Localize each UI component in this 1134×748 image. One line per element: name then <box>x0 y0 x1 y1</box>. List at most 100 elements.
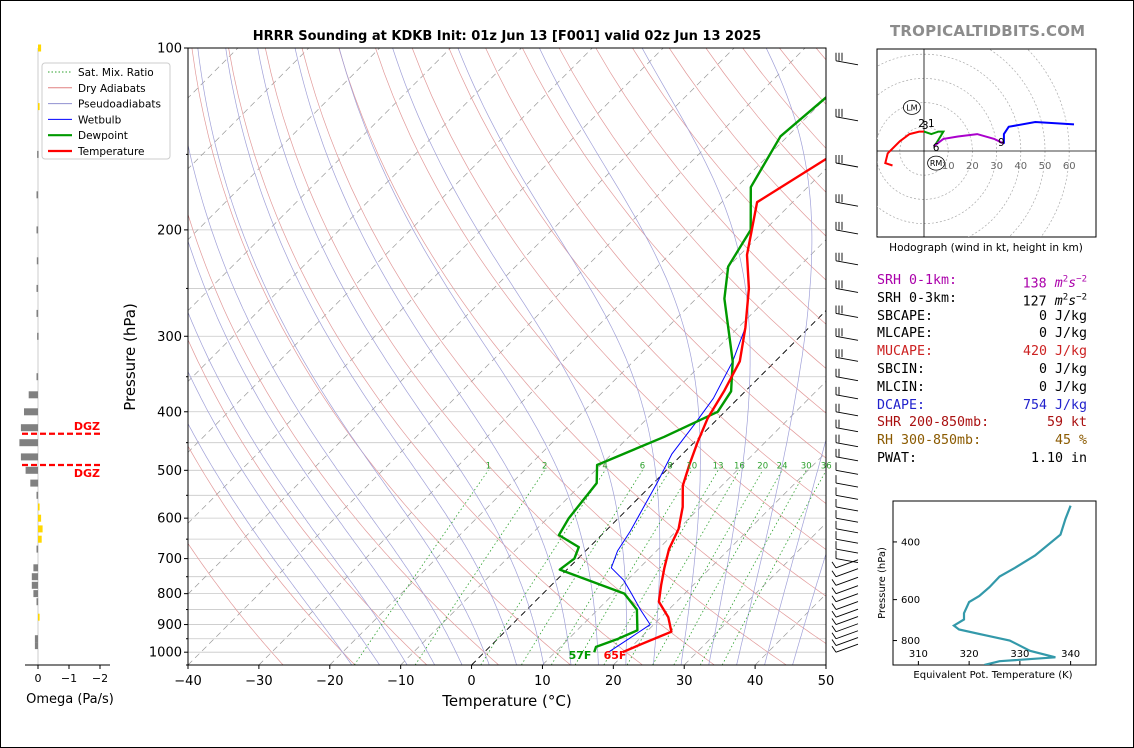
omega-tick-label: −1 <box>61 672 77 685</box>
stat-label: MUCAPE: <box>877 344 934 360</box>
pseudoadiabat-line <box>457 48 661 665</box>
theta-e-x-tick-label: 340 <box>1061 649 1080 660</box>
isotherm-line <box>188 48 806 665</box>
hodograph-segment <box>1002 120 1075 144</box>
wind-barb <box>835 229 859 235</box>
stat-value: 45 % <box>1054 433 1087 449</box>
pseudoadiabat-line <box>188 422 353 665</box>
hodograph-ring-label: 50 <box>1039 161 1052 172</box>
wind-barb <box>835 506 859 512</box>
legend-label: Pseudoadiabats <box>78 99 161 111</box>
stat-label: PWAT: <box>877 450 918 466</box>
omega-bar <box>30 479 39 487</box>
pseudoadiabat-line <box>539 48 701 665</box>
wind-barb <box>835 427 859 433</box>
mixing-ratio-line <box>414 470 546 665</box>
legend-label: Dry Adiabats <box>78 83 146 95</box>
mixing-ratio-line <box>480 470 606 665</box>
stat-value: 420 J/kg <box>1022 344 1087 360</box>
pressure-tick-label: 100 <box>157 42 182 57</box>
hodograph-border <box>876 48 1097 238</box>
pseudoadiabat-line <box>294 48 572 665</box>
wind-barb-flag <box>831 561 837 569</box>
stat-label: SBCIN: <box>877 361 926 377</box>
profile-temperature <box>622 157 826 654</box>
theta-e-xlabel: Equivalent Pot. Temperature (K) <box>913 670 1072 681</box>
legend-label: Sat. Mix. Ratio <box>78 67 154 79</box>
temperature-tick-label: 0 <box>467 674 475 689</box>
omega-bar <box>38 44 42 52</box>
dry-adiabat-line <box>375 48 826 597</box>
wind-barb-flag <box>831 632 837 639</box>
wind-barb <box>835 162 859 168</box>
wind-barb <box>835 116 859 122</box>
wind-barb <box>835 558 859 564</box>
pseudoadiabat-line <box>257 48 545 665</box>
omega-bar <box>36 309 39 317</box>
hodograph-height-label: 1 <box>928 118 935 130</box>
omega-bar <box>20 453 38 461</box>
theta-e-ticks: 310 320 330 340 400 600 800 <box>893 537 1080 665</box>
stat-value: 0 J/kg <box>1038 326 1087 342</box>
temperature-tick-label: −20 <box>316 674 343 689</box>
wind-barb <box>835 559 859 569</box>
isotherm-line <box>683 522 826 665</box>
dry-adiabat-line <box>191 48 571 665</box>
dry-adiabat-line <box>188 213 499 665</box>
legend-label: Dewpoint <box>78 130 128 142</box>
pseudoadiabat-line <box>188 370 380 665</box>
hodograph-marker <box>927 155 945 171</box>
dry-adiabat-line <box>448 48 826 505</box>
stat-row: PWAT: 1.10 in <box>877 450 1107 468</box>
stat-label: SRH 0-1km: <box>877 273 958 288</box>
wind-barb <box>835 630 859 640</box>
omega-bar <box>24 408 38 416</box>
mixing-ratio-label: 1 <box>486 461 491 471</box>
wind-barb <box>835 482 859 488</box>
stat-row: MLCAPE: 0 J/kg <box>877 325 1107 343</box>
hodograph-height-label: 3 <box>922 120 929 132</box>
dry-adiabat-line <box>595 48 826 325</box>
dry-adiabat-line <box>338 48 826 645</box>
omega-bar <box>31 573 38 581</box>
wind-barb <box>835 456 859 462</box>
omega-bar <box>25 466 38 474</box>
omega-bars <box>19 44 43 650</box>
pseudoadiabat-line <box>764 438 826 665</box>
dgz-lines: DGZ DGZ <box>22 420 100 480</box>
wind-barb <box>835 538 859 544</box>
temperature-tick-label: −40 <box>174 674 201 689</box>
isotherm-line <box>542 380 826 665</box>
wind-barb-flag <box>831 579 837 586</box>
skewt-ylabel: Pressure (hPa) <box>121 303 139 411</box>
stat-row: SRH 0-1km: 138 m2s−2 <box>877 272 1107 293</box>
wind-barb-flag <box>831 618 837 625</box>
dewpoint-surface-label: 57F <box>569 649 592 662</box>
wind-barb <box>835 394 859 400</box>
wind-barb <box>835 548 859 554</box>
stat-value: 0 J/kg <box>1038 361 1087 377</box>
hodograph-height-label: 6 <box>933 142 940 154</box>
hodograph-segment <box>933 133 1005 147</box>
omega-bar <box>19 439 38 447</box>
stat-value: 138 m2s−2 <box>1023 272 1087 293</box>
wind-barb-flag <box>831 625 837 632</box>
dry-adiabat-line <box>485 48 826 459</box>
hodograph-trace <box>884 120 1075 167</box>
wind-barb <box>835 313 859 318</box>
mixing-ratio-line <box>550 470 671 665</box>
temperature-tick-label: 10 <box>534 674 551 689</box>
theta-e-ylabel: Pressure (hPa) <box>877 547 888 619</box>
pressure-tick-label: 600 <box>157 512 182 527</box>
pressure-tick-label: 800 <box>157 587 182 602</box>
wind-barb <box>835 643 859 653</box>
wind-barb <box>835 201 859 207</box>
omega-bar <box>38 514 42 522</box>
temperature-tick-label: 20 <box>605 674 622 689</box>
wind-barb <box>835 287 859 293</box>
stat-label: DCAPE: <box>877 397 926 413</box>
temperature-surface-label: 65F <box>604 649 627 662</box>
stat-label: SRH 0-3km: <box>877 290 958 306</box>
wind-barb <box>835 576 859 586</box>
